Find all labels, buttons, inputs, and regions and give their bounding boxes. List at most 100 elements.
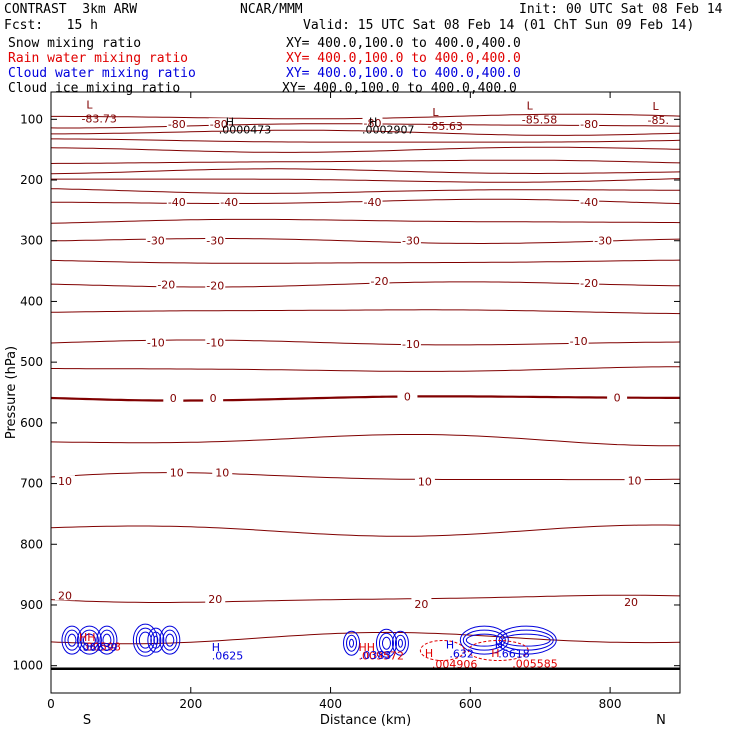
x-tick-label: 200 <box>179 697 202 711</box>
extremum-annotation: .0000473 <box>219 124 272 137</box>
extremum-annotation: H <box>491 647 499 660</box>
cloud-water-contour <box>99 629 115 651</box>
contour-label-bg <box>208 118 229 130</box>
cloud-water-contour <box>462 629 506 651</box>
contour-label-bg <box>362 116 383 128</box>
contour-label-bg <box>166 118 187 130</box>
y-tick-label: 1000 <box>12 659 43 673</box>
contour-label: 10 <box>628 475 642 488</box>
cloud-water-contour <box>76 625 102 655</box>
contour-label-bg <box>397 390 418 402</box>
extremum-annotation: .6618 <box>498 648 530 661</box>
contour-label-bg <box>205 592 226 604</box>
cloud-water-contour <box>378 632 394 654</box>
y-axis-title: Pressure (hPa) <box>4 346 19 439</box>
cloud-water-contour <box>501 633 551 647</box>
contour-label: -40 <box>580 196 598 209</box>
temperature-contour-line <box>51 138 681 143</box>
cloud-water-contour <box>64 629 80 651</box>
extremum-annotation: HH <box>79 631 96 644</box>
extremum-annotation: .009572 <box>359 649 405 662</box>
contour-label-bg <box>579 118 600 130</box>
valid-time: Valid: 15 UTC Sat 08 Feb 14 (01 ChT Sun … <box>303 18 695 33</box>
plot-frame <box>50 91 681 694</box>
y-tick-label: 700 <box>20 477 43 491</box>
extremum-annotation: .0002907 <box>362 124 415 137</box>
cloud-water-contour <box>397 638 403 648</box>
contour-label: 10 <box>58 475 72 488</box>
contour-label: -80 <box>168 118 186 131</box>
contour-label-bg <box>203 391 224 403</box>
contour-label: 10 <box>418 476 432 489</box>
cloud-water-contour <box>147 627 165 653</box>
contour-label: -20 <box>580 277 598 290</box>
contour-label: -40 <box>168 196 186 209</box>
temperature-contour-line <box>50 472 681 481</box>
temperature-contour-line <box>51 178 681 183</box>
contour-label: -10 <box>206 337 224 350</box>
contour-label: -20 <box>370 275 388 288</box>
rain-contour <box>419 640 465 662</box>
cloud-water-contour <box>135 627 155 653</box>
low-value: -85.58 <box>522 113 557 126</box>
y-tick-label: 100 <box>20 112 43 126</box>
y-tick-label: 800 <box>20 537 43 551</box>
contour-label-bg <box>579 277 600 289</box>
contour-label: -30 <box>402 235 420 248</box>
moisture-contours <box>61 623 557 662</box>
contour-label-bg <box>621 595 642 607</box>
temperature-contour-line <box>50 631 681 645</box>
temperature-contour-line <box>50 159 681 164</box>
annotations: -80 -80 -80 -80 -40 -40 -40 -40 -30 -30 -30 -30 -20 -… <box>54 99 669 671</box>
contour-label: -10 <box>147 337 165 350</box>
extremum-annotation: H <box>446 638 454 651</box>
contour-label-bg <box>163 391 184 403</box>
contour-label: 0 <box>614 391 621 404</box>
south-label: S <box>83 713 91 728</box>
contour-label: -40 <box>220 196 238 209</box>
extremum-annotation: .005585 <box>512 657 558 670</box>
temperature-contour-line <box>50 188 680 194</box>
north-label: N <box>656 713 666 728</box>
temperature-contour-line <box>50 434 681 447</box>
contour-label-bg <box>607 391 628 403</box>
field-cloudwater-name: Cloud water mixing ratio <box>8 66 196 81</box>
extremum-annotation: H <box>369 116 377 129</box>
x-tick-label: 400 <box>319 697 342 711</box>
y-tick-label: 200 <box>20 173 43 187</box>
contour-label-bg <box>205 234 226 246</box>
cloud-water-contour <box>165 633 175 647</box>
contour-label-bg <box>205 336 226 348</box>
contour-label: -30 <box>206 235 224 248</box>
org-title: NCAR/MMM <box>240 2 303 17</box>
contour-label-bg <box>593 234 614 246</box>
cloud-water-contour <box>162 629 178 651</box>
extremum-annotation: H <box>212 641 220 654</box>
temperature-contour-line <box>50 146 681 153</box>
contour-label-bg <box>156 278 177 290</box>
extremum-annotation: H <box>226 116 234 129</box>
field-snow-xy: XY= 400.0,100.0 to 400.0,400.0 <box>286 36 521 51</box>
contour-label: 20 <box>624 596 638 609</box>
extremum-annotation: H <box>495 638 503 651</box>
y-tick-label: 600 <box>20 416 43 430</box>
model-title: CONTRAST 3km ARW <box>4 2 138 17</box>
extremum-annotation: .0625 <box>212 649 244 662</box>
cloud-water-contour <box>459 625 509 655</box>
contour-label-bg <box>568 334 589 346</box>
contour-label-bg <box>369 274 390 286</box>
cloud-water-contour <box>381 636 391 650</box>
low-value: -85.63 <box>427 120 462 133</box>
contour-label: -10 <box>570 335 588 348</box>
x-tick-label: 600 <box>459 697 482 711</box>
contour-label-bg <box>400 337 421 349</box>
extremum-annotation: .632 <box>449 648 474 661</box>
contour-label-bg <box>362 195 383 207</box>
temperature-contour-line <box>50 168 681 175</box>
y-tick-label: 500 <box>20 355 43 369</box>
cloud-water-contour <box>159 625 181 655</box>
contour-label-bg <box>54 475 75 487</box>
low-marker: L <box>86 99 93 112</box>
contour-label-bg <box>414 475 435 487</box>
